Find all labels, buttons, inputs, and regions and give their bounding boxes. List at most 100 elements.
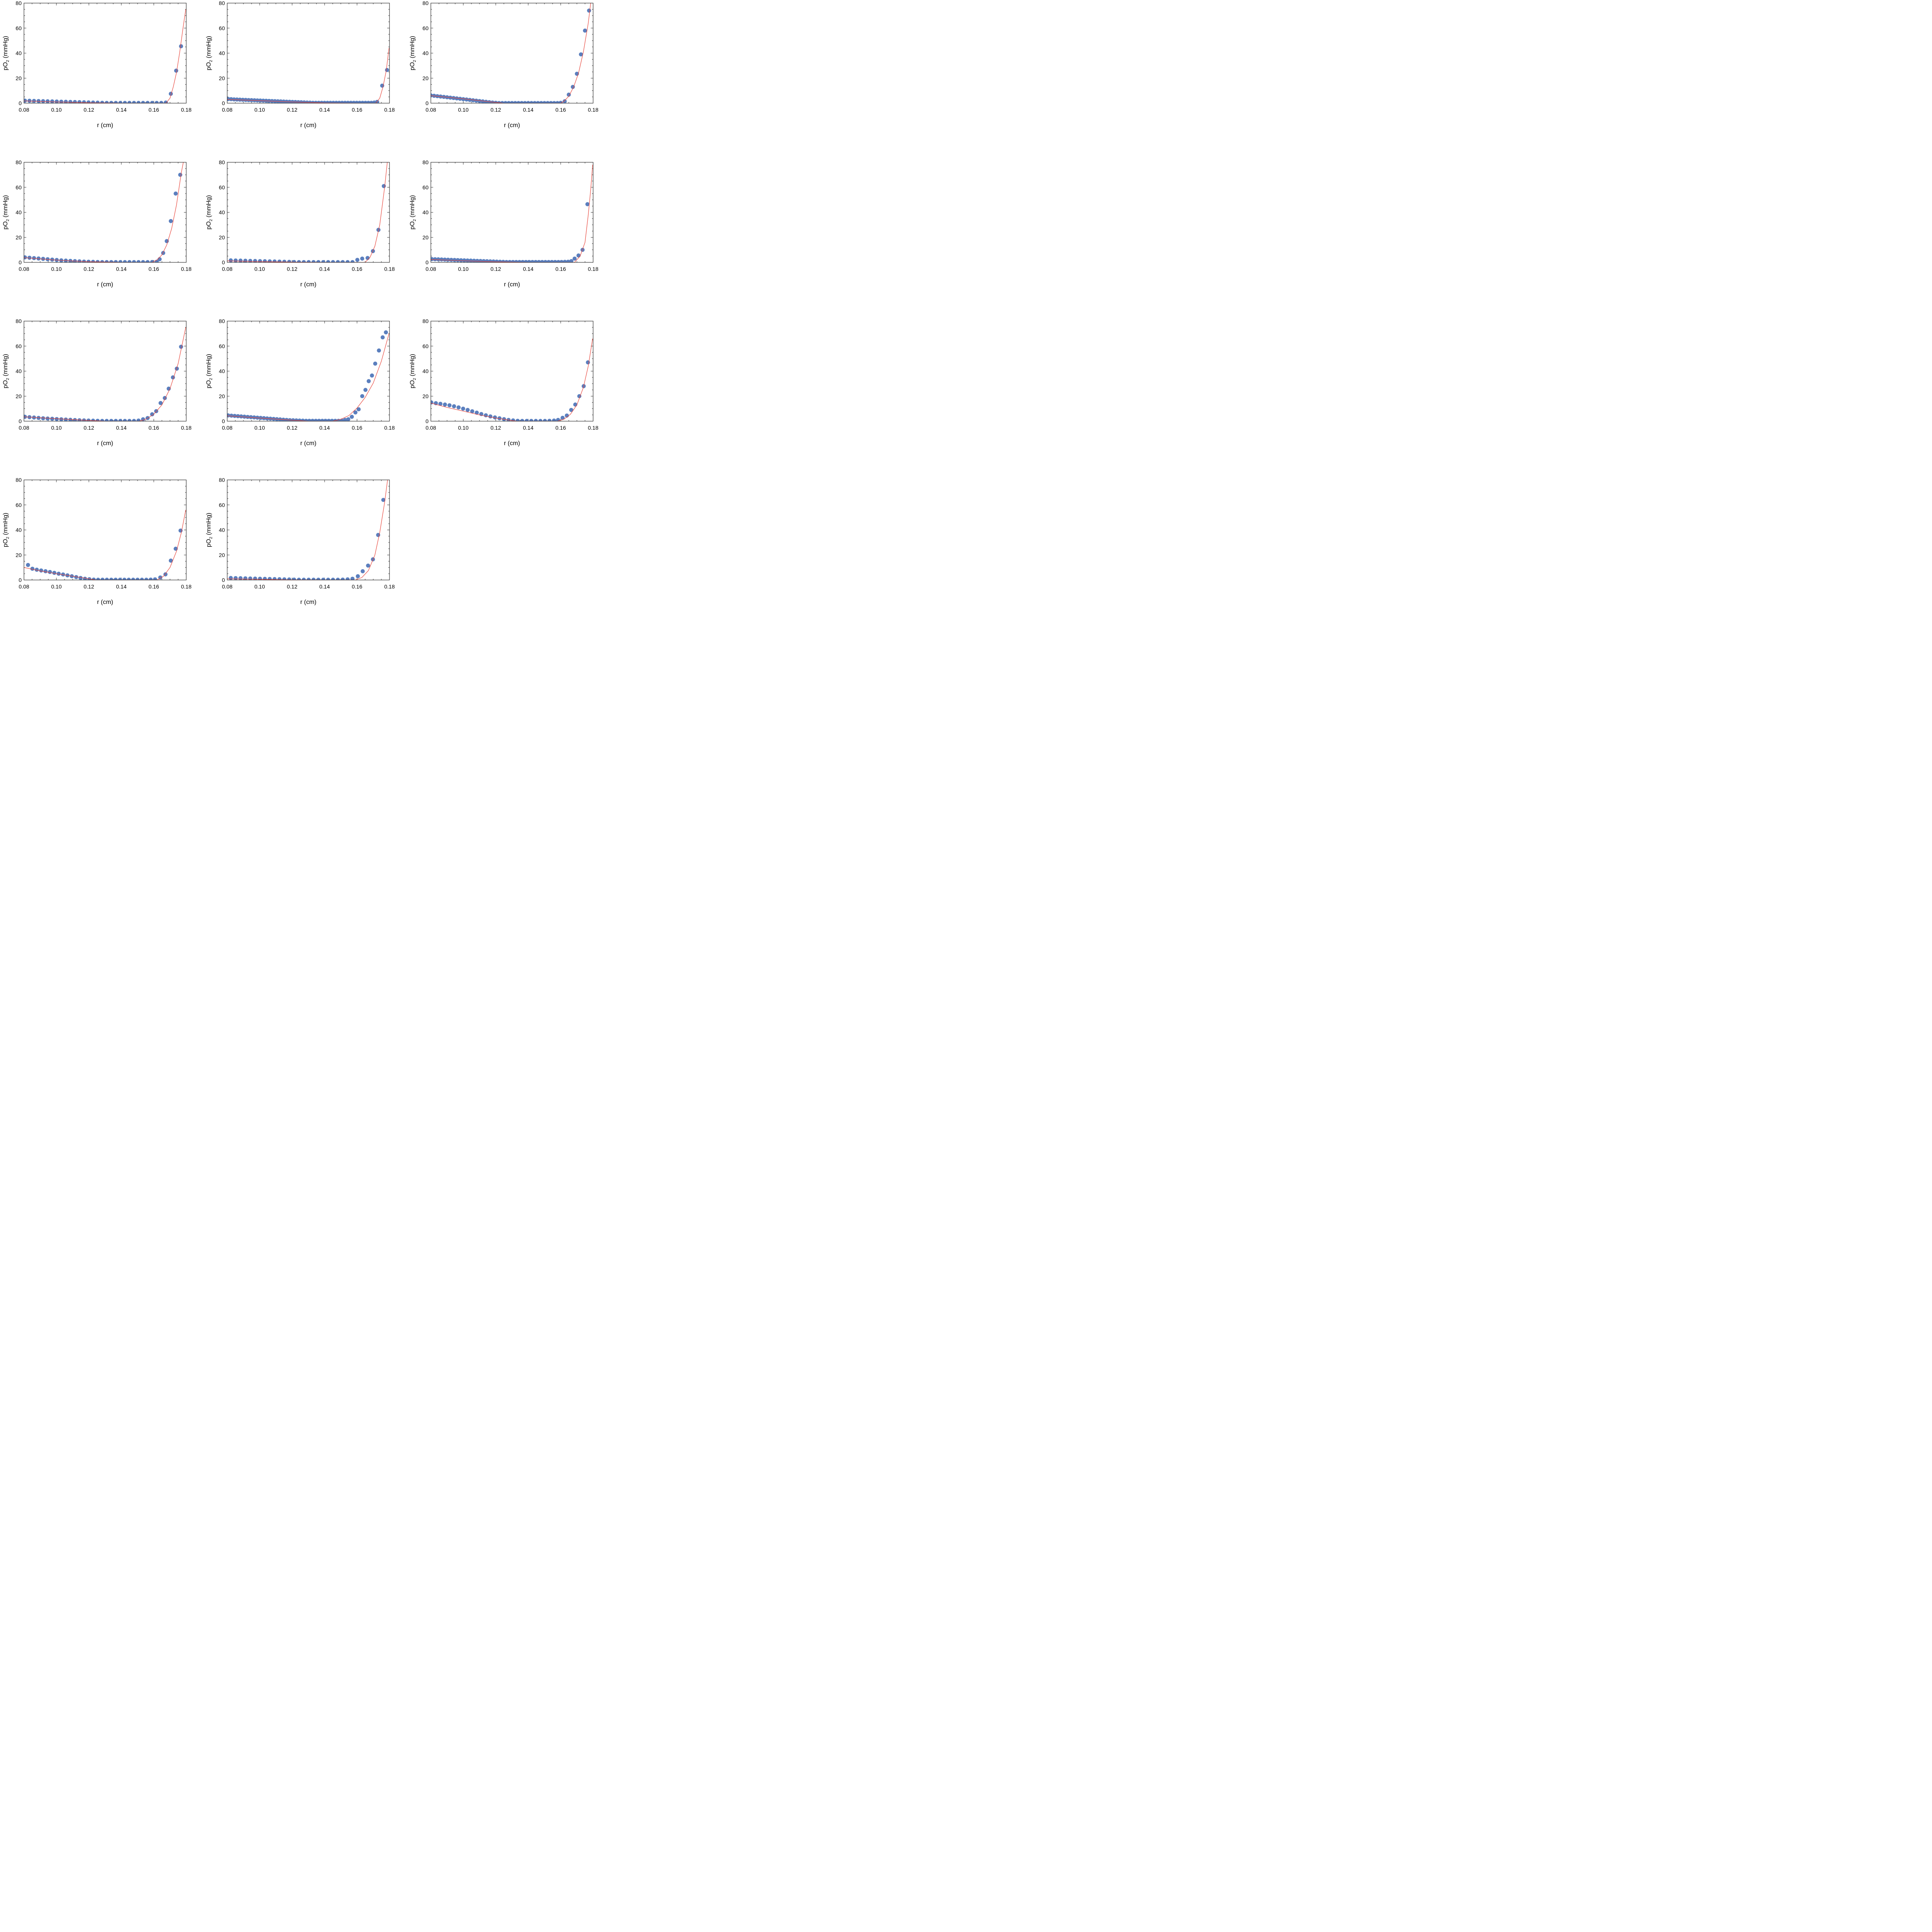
data-point (573, 402, 578, 407)
data-point (127, 101, 132, 103)
data-point (155, 101, 159, 103)
data-point (50, 417, 54, 421)
data-point (461, 406, 465, 411)
data-point (516, 101, 521, 103)
data-point (382, 184, 386, 188)
x-tick-label: 0.10 (51, 425, 61, 431)
fit-curve (24, 9, 186, 103)
data-point (73, 100, 77, 103)
data-point (513, 101, 517, 103)
data-point (233, 414, 237, 418)
chart-panel-6: 0.08 0.10 0.12 0.14 0.16 0.18 0 20 40 60 80 r (cm) p… (409, 159, 599, 288)
data-point (311, 260, 316, 262)
data-point (501, 260, 505, 262)
y-tick-label: 0 (222, 100, 225, 106)
data-point (179, 44, 183, 48)
data-point (306, 260, 311, 262)
data-point (238, 259, 243, 262)
plot-frame (24, 480, 187, 580)
data-point (141, 417, 145, 421)
chart-panel-7: 0.08 0.10 0.12 0.14 0.16 0.18 0 20 40 60 80 r (cm) p… (2, 318, 192, 447)
data-point (263, 577, 267, 580)
x-tick-label: 0.12 (287, 425, 297, 431)
data-point (232, 97, 236, 102)
data-point (282, 260, 287, 262)
y-axis-label: pO2 (mmHg) (409, 354, 417, 388)
data-point (297, 578, 301, 580)
data-point (272, 259, 277, 262)
y-axis-label: pO2 (mmHg) (2, 195, 10, 230)
data-point (77, 418, 82, 421)
data-point (287, 577, 291, 580)
data-point (546, 101, 550, 103)
data-point (474, 99, 478, 103)
tick-marks (227, 321, 390, 422)
data-point (439, 257, 444, 262)
data-point (301, 260, 306, 262)
x-tick-label: 0.08 (19, 425, 29, 431)
data-point (175, 366, 179, 371)
data-point (118, 419, 122, 421)
data-point (350, 577, 355, 580)
data-point (56, 571, 61, 576)
data-point (433, 257, 437, 262)
data-point (326, 260, 330, 262)
data-point (474, 410, 479, 415)
x-axis-label: r (cm) (97, 599, 113, 605)
data-point (529, 101, 534, 103)
data-point (235, 97, 239, 102)
data-point (173, 191, 178, 196)
tick-marks (24, 480, 187, 580)
x-tick-label: 0.18 (384, 425, 395, 431)
data-point (381, 335, 385, 340)
data-point (46, 99, 50, 103)
data-point (436, 257, 440, 262)
data-point (104, 260, 109, 262)
y-label-rest: (mmHg) (2, 195, 9, 219)
data-point (497, 416, 502, 420)
data-point (132, 101, 136, 103)
data-point (579, 52, 583, 57)
y-label-p: pO (2, 221, 9, 230)
data-point (503, 101, 508, 103)
x-tick-label: 0.10 (51, 107, 61, 113)
data-point (540, 260, 544, 262)
y-axis-label: pO2 (mmHg) (2, 513, 10, 547)
data-point (361, 569, 365, 573)
y-tick-label: 20 (422, 234, 429, 240)
data-point (327, 418, 331, 421)
data-point (360, 394, 364, 398)
data-point (26, 563, 30, 567)
x-tick-label: 0.10 (51, 266, 61, 272)
data-point (140, 578, 144, 580)
x-tick-label: 0.14 (116, 107, 126, 113)
x-tick-label: 0.14 (116, 266, 126, 272)
chart-panel-4: 0.08 0.10 0.12 0.14 0.16 0.18 0 20 40 60 80 r (cm) p… (2, 159, 192, 288)
data-point (459, 258, 463, 262)
data-point (556, 418, 560, 421)
data-point (539, 101, 543, 103)
data-point (321, 260, 325, 262)
data-point (311, 578, 316, 580)
plot-frame (227, 162, 390, 263)
data-point (552, 418, 556, 421)
x-tick-label: 0.18 (384, 583, 395, 590)
y-label-p: pO (2, 539, 9, 547)
plot-frame (227, 321, 390, 422)
data-point (537, 260, 541, 262)
y-tick-label: 80 (422, 318, 429, 324)
data-point (543, 419, 547, 421)
data-point (549, 101, 553, 103)
y-label-subscript: 2 (6, 219, 10, 221)
x-tick-label: 0.12 (83, 425, 94, 431)
y-tick-label: 0 (425, 259, 429, 265)
data-point (569, 259, 574, 262)
x-tick-label: 0.16 (352, 583, 362, 590)
y-tick-label: 40 (15, 368, 22, 374)
data-point (456, 405, 461, 410)
x-tick-label: 0.08 (19, 266, 29, 272)
x-axis-label: r (cm) (504, 122, 520, 129)
plot-frame (430, 3, 594, 104)
data-point (48, 570, 52, 574)
data-point (353, 410, 358, 415)
